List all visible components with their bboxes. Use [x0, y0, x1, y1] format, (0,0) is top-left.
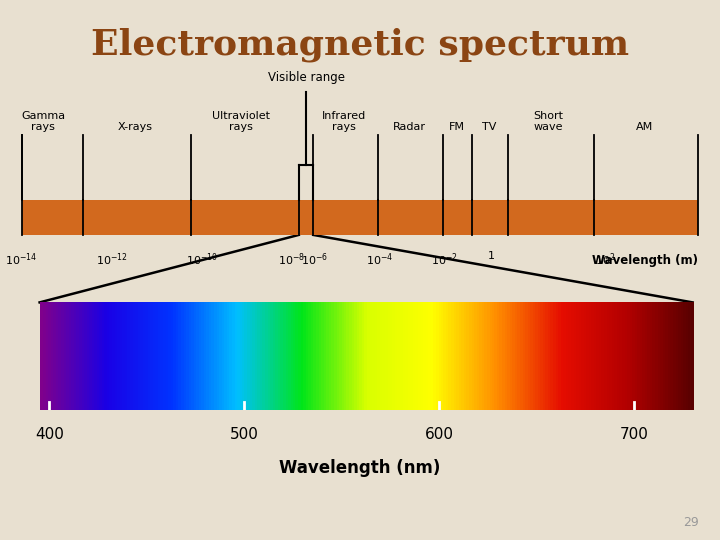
Text: $10^{2}$: $10^{2}$: [595, 251, 615, 268]
Text: Gamma
rays: Gamma rays: [21, 111, 66, 132]
Text: X-rays: X-rays: [118, 122, 153, 132]
Text: Infrared
rays: Infrared rays: [322, 111, 366, 132]
Text: $10^{-8}$: $10^{-8}$: [278, 251, 305, 268]
Text: Wavelength (m): Wavelength (m): [593, 254, 698, 267]
Text: $10^{-6}$: $10^{-6}$: [301, 251, 328, 268]
Bar: [22, 200, 698, 235]
Text: $10^{-14}$: $10^{-14}$: [6, 251, 37, 268]
Text: $10^{-2}$: $10^{-2}$: [431, 251, 459, 268]
Text: Short
wave: Short wave: [534, 111, 564, 132]
Text: Visible range: Visible range: [268, 71, 344, 84]
Text: AM: AM: [636, 122, 653, 132]
Text: Electromagnetic spectrum: Electromagnetic spectrum: [91, 27, 629, 62]
Text: Ultraviolet
rays: Ultraviolet rays: [212, 111, 270, 132]
Text: TV: TV: [482, 122, 497, 132]
Text: $10^{-4}$: $10^{-4}$: [366, 251, 394, 268]
Text: FM: FM: [449, 122, 465, 132]
Text: 29: 29: [683, 516, 698, 529]
Text: 400: 400: [35, 427, 64, 442]
Text: $10^{-12}$: $10^{-12}$: [96, 251, 127, 268]
Text: Wavelength (nm): Wavelength (nm): [279, 459, 441, 477]
Text: $10^{-10}$: $10^{-10}$: [186, 251, 217, 268]
Text: 500: 500: [230, 427, 258, 442]
Text: 700: 700: [620, 427, 649, 442]
Text: Radar: Radar: [392, 122, 426, 132]
Text: 600: 600: [425, 427, 454, 442]
Text: 1: 1: [488, 251, 495, 261]
